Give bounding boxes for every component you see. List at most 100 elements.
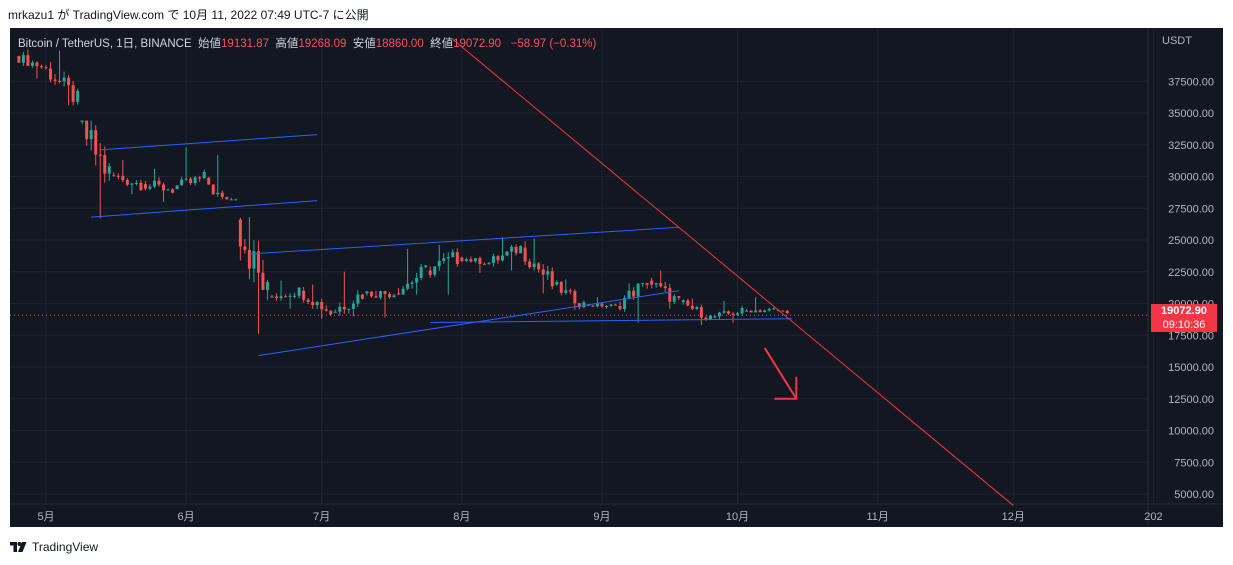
candle-body — [383, 291, 387, 294]
candle-body — [663, 286, 667, 289]
candle-body — [595, 303, 599, 307]
candle-body — [324, 309, 328, 311]
candle-body — [510, 246, 514, 252]
time-axis-tick: 7月 — [313, 511, 330, 523]
candle-body — [162, 184, 166, 191]
candle-body — [225, 197, 229, 200]
time-axis-tick: 12月 — [1002, 511, 1025, 523]
legend-close-label: 終値 — [430, 38, 454, 50]
candle-body — [397, 293, 401, 295]
candle-body — [469, 259, 473, 262]
candle-body — [184, 178, 188, 180]
candlestick-chart[interactable]: USDT 5000.00 7500.00 10000.00 12500.00 15000.… — [10, 28, 1223, 527]
candle-body — [591, 305, 595, 307]
candle-body — [446, 257, 450, 259]
candle-body — [564, 290, 568, 293]
candle-body — [473, 258, 477, 262]
candle-body — [125, 180, 129, 185]
candle-body — [623, 297, 627, 310]
candle-body — [519, 245, 523, 254]
time-axis-tick: 9月 — [593, 511, 610, 523]
candle-body — [690, 305, 694, 309]
candle-body — [731, 313, 735, 315]
time-axis-tick: 8月 — [453, 511, 470, 523]
candle-body — [171, 189, 175, 193]
candle-body — [767, 308, 771, 311]
candle-body — [636, 283, 640, 297]
candle-body — [577, 303, 581, 308]
candle-body — [781, 310, 785, 312]
candle-body — [157, 180, 161, 185]
candle-body — [143, 184, 147, 189]
candle-body — [451, 252, 455, 258]
candle-body — [152, 180, 156, 187]
candle-body — [555, 282, 559, 285]
price-axis-tick: 22500.00 — [1168, 267, 1214, 279]
candle-body — [311, 301, 315, 306]
legend-symbol: Bitcoin / TetherUS, 1日, BINANCE — [18, 38, 192, 50]
candle-body — [175, 185, 179, 190]
candle-body — [293, 295, 297, 297]
price-axis-tick: 32500.00 — [1168, 140, 1214, 152]
candle-body — [166, 189, 170, 191]
last-price-tag: 19072.90 — [1151, 304, 1217, 318]
price-axis-tick: 7500.00 — [1174, 457, 1214, 469]
footer-brand[interactable]: TradingView — [10, 540, 98, 554]
candle-body — [708, 315, 712, 320]
candle-body — [749, 310, 753, 313]
price-axis-tick: 30000.00 — [1168, 172, 1214, 184]
price-axis-tick: 25000.00 — [1168, 235, 1214, 247]
candle-body — [528, 261, 532, 268]
candle-body — [401, 288, 405, 295]
candle-body — [320, 301, 324, 310]
legend-change: −58.97 (−0.31%) — [510, 38, 597, 50]
candle-body — [406, 283, 410, 289]
candle-body — [76, 90, 80, 102]
candle-body — [378, 291, 382, 298]
legend-high-label: 高値 — [275, 38, 299, 50]
candle-body — [94, 130, 98, 155]
candle-body — [532, 263, 536, 268]
footer-brand-name: TradingView — [32, 540, 99, 554]
candle-body — [505, 251, 509, 256]
candle-body — [641, 283, 645, 285]
candle-body — [351, 303, 355, 309]
candle-body — [202, 171, 206, 179]
candle-body — [686, 300, 690, 306]
candle-body — [302, 290, 306, 300]
channel-2-lower-line — [258, 290, 679, 357]
candle-body — [198, 177, 202, 179]
candle-body — [243, 246, 247, 250]
candle-body — [189, 178, 193, 184]
candle-body — [53, 79, 57, 81]
channel-2-upper-line — [249, 226, 679, 255]
price-axis-tick: 17500.00 — [1168, 330, 1214, 342]
time-axis-tick: 202 — [1144, 511, 1162, 523]
candle-body — [58, 80, 62, 82]
candle-body — [139, 182, 143, 191]
candle-body — [44, 67, 48, 69]
downtrend-line — [452, 38, 1014, 506]
candle-body — [265, 281, 269, 290]
candle-body — [247, 249, 251, 269]
candle-body — [727, 311, 731, 314]
candle-body — [85, 120, 89, 140]
candle-body — [116, 175, 120, 177]
candle-body — [645, 283, 649, 285]
candle-body — [582, 302, 586, 308]
candle-body — [482, 263, 486, 265]
candle-body — [306, 299, 310, 302]
candle-body — [89, 130, 93, 140]
candle-body — [668, 288, 672, 302]
candle-body — [546, 271, 550, 275]
candle-body — [365, 291, 369, 294]
candle-body — [410, 282, 414, 284]
candle-body — [713, 316, 717, 318]
chart-area[interactable]: USDT 5000.00 7500.00 10000.00 12500.00 15000.… — [10, 28, 1223, 527]
candle-body — [21, 55, 25, 63]
candle-body — [35, 62, 39, 67]
chart-legend: Bitcoin / TetherUS, 1日, BINANCE 始値19131.… — [18, 35, 596, 51]
candle-body — [514, 246, 518, 254]
candle-body — [695, 307, 699, 309]
time-axis-tick: 11月 — [866, 511, 888, 523]
